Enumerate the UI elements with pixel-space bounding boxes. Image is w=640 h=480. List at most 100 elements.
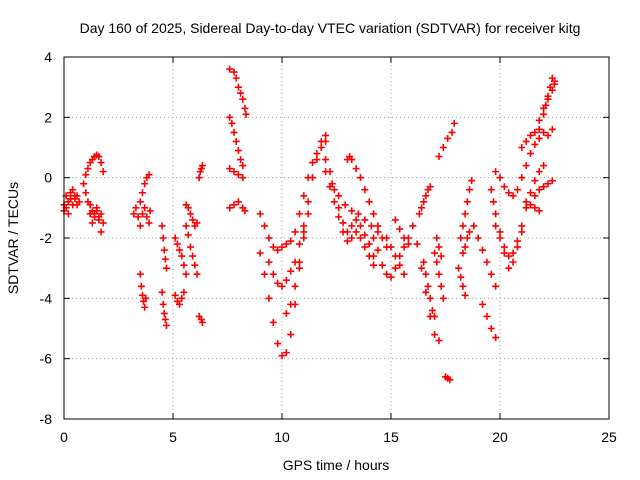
y-tick-label: -2	[40, 230, 53, 246]
data-point	[136, 270, 144, 278]
data-point	[80, 180, 88, 188]
data-point	[230, 201, 238, 209]
data-point	[483, 258, 491, 266]
data-point	[387, 243, 395, 251]
data-point	[509, 249, 517, 257]
y-axis-title: SDTVAR / TECUs	[5, 182, 21, 294]
data-point	[522, 204, 530, 212]
data-point	[457, 273, 465, 281]
data-point	[226, 65, 234, 73]
data-point	[137, 282, 145, 290]
data-point	[171, 291, 179, 299]
data-point	[69, 186, 77, 194]
data-point	[435, 337, 443, 345]
data-point	[413, 240, 421, 248]
y-tick-label: -6	[40, 351, 53, 367]
data-point	[509, 192, 517, 200]
data-point	[265, 234, 273, 242]
data-point	[531, 140, 539, 148]
data-point	[143, 213, 151, 221]
data-point	[459, 282, 467, 290]
data-point	[378, 261, 386, 269]
data-point	[198, 318, 206, 326]
data-point	[496, 228, 504, 236]
data-point	[461, 291, 469, 299]
data-point	[374, 222, 382, 230]
data-point	[505, 264, 513, 272]
data-point	[287, 300, 295, 308]
data-point	[300, 228, 308, 236]
data-point	[433, 258, 441, 266]
grid	[64, 57, 609, 419]
data-point	[176, 300, 184, 308]
data-point	[84, 165, 92, 173]
data-point	[141, 303, 149, 311]
data-point	[540, 128, 548, 136]
data-point	[330, 186, 338, 194]
data-point	[400, 270, 408, 278]
data-point	[274, 340, 282, 348]
x-tick-label: 10	[274, 429, 290, 445]
data-point	[278, 243, 286, 251]
data-point	[356, 174, 364, 182]
data-point	[71, 192, 79, 200]
data-point	[230, 168, 238, 176]
data-point	[142, 294, 150, 302]
x-tick-label: 0	[60, 429, 68, 445]
data-point	[291, 228, 299, 236]
data-point	[184, 231, 192, 239]
data-point	[500, 249, 508, 257]
data-point	[274, 246, 282, 254]
data-point	[531, 177, 539, 185]
data-point	[365, 240, 373, 248]
data-point	[518, 144, 526, 151]
data-point	[195, 174, 203, 182]
data-point	[226, 165, 234, 173]
data-point	[461, 243, 469, 251]
data-point	[232, 74, 240, 82]
data-point	[348, 207, 356, 215]
data-point	[548, 125, 556, 133]
data-point	[487, 325, 495, 332]
data-point	[322, 168, 330, 176]
data-point	[546, 83, 554, 91]
data-point	[470, 222, 478, 230]
data-point	[300, 192, 308, 200]
data-point	[300, 234, 308, 242]
data-point	[548, 74, 556, 82]
chart-title: Day 160 of 2025, Sidereal Day-to-day VTE…	[80, 20, 581, 36]
data-point	[444, 134, 452, 142]
data-point	[420, 258, 428, 266]
data-point	[535, 168, 543, 176]
data-point	[261, 222, 269, 230]
data-point	[431, 312, 439, 320]
data-point	[317, 137, 325, 145]
data-point	[361, 231, 369, 239]
data-point	[404, 240, 412, 248]
data-point	[159, 234, 167, 242]
data-point	[64, 210, 72, 218]
data-point	[269, 318, 277, 326]
data-point	[295, 264, 303, 272]
x-tick-label: 20	[492, 429, 508, 445]
data-point	[161, 315, 169, 323]
data-point	[518, 222, 526, 230]
data-point	[400, 243, 408, 251]
data-point	[496, 174, 504, 182]
data-point	[274, 279, 282, 287]
data-point	[354, 210, 362, 218]
data-point	[86, 201, 94, 209]
data-point	[134, 213, 142, 221]
data-point	[370, 261, 378, 269]
data-point	[335, 192, 343, 200]
data-point	[505, 252, 513, 260]
data-point	[182, 270, 190, 278]
data-point	[500, 183, 508, 191]
data-point	[535, 134, 543, 142]
data-point	[256, 249, 264, 257]
data-point	[513, 186, 521, 194]
data-point	[457, 234, 465, 242]
data-point	[513, 237, 521, 245]
data-point	[479, 246, 487, 254]
